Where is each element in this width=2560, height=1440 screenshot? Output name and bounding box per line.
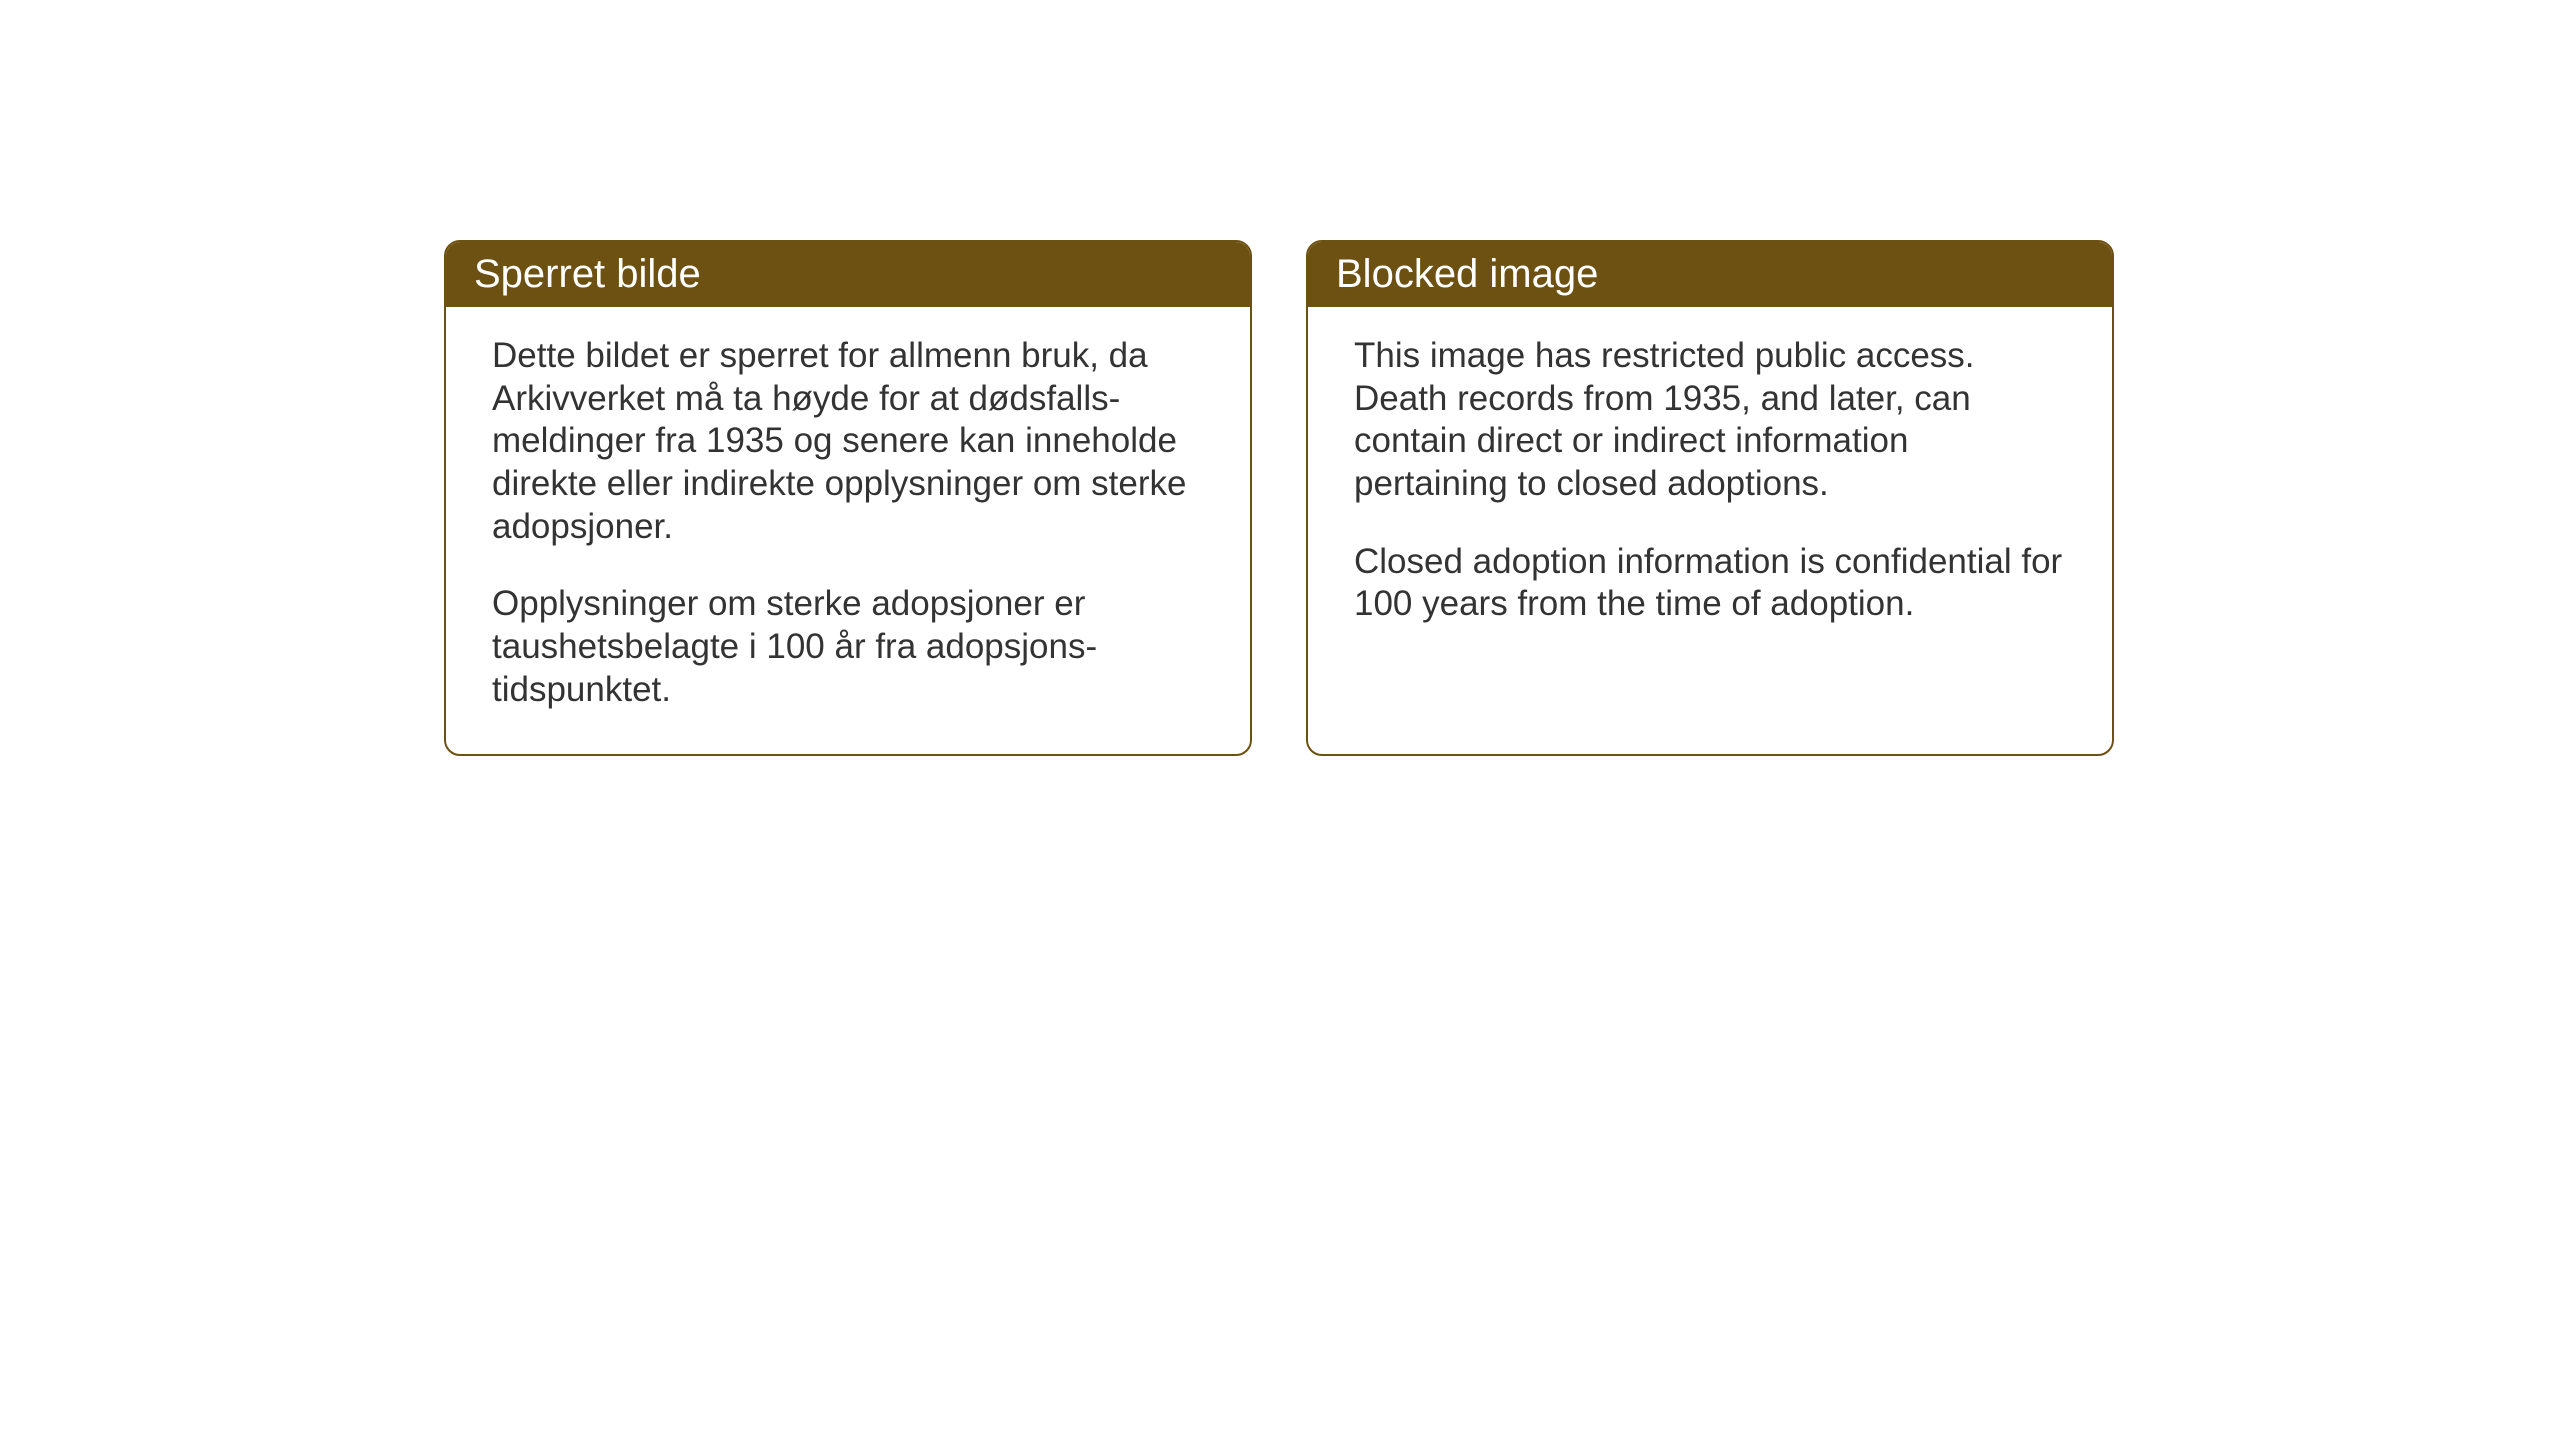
notice-cards-container: Sperret bilde Dette bildet er sperret fo… bbox=[444, 240, 2114, 756]
card-title-norwegian: Sperret bilde bbox=[474, 252, 701, 296]
card-paragraph-1-norwegian: Dette bildet er sperret for allmenn bruk… bbox=[492, 335, 1204, 548]
card-body-norwegian: Dette bildet er sperret for allmenn bruk… bbox=[446, 307, 1250, 754]
card-paragraph-1-english: This image has restricted public access.… bbox=[1354, 335, 2066, 506]
notice-card-norwegian: Sperret bilde Dette bildet er sperret fo… bbox=[444, 240, 1252, 756]
card-header-norwegian: Sperret bilde bbox=[446, 242, 1250, 307]
card-title-english: Blocked image bbox=[1336, 252, 1598, 296]
notice-card-english: Blocked image This image has restricted … bbox=[1306, 240, 2114, 756]
card-header-english: Blocked image bbox=[1308, 242, 2112, 307]
card-paragraph-2-norwegian: Opplysninger om sterke adopsjoner er tau… bbox=[492, 583, 1204, 711]
card-paragraph-2-english: Closed adoption information is confident… bbox=[1354, 541, 2066, 626]
card-body-english: This image has restricted public access.… bbox=[1308, 307, 2112, 668]
